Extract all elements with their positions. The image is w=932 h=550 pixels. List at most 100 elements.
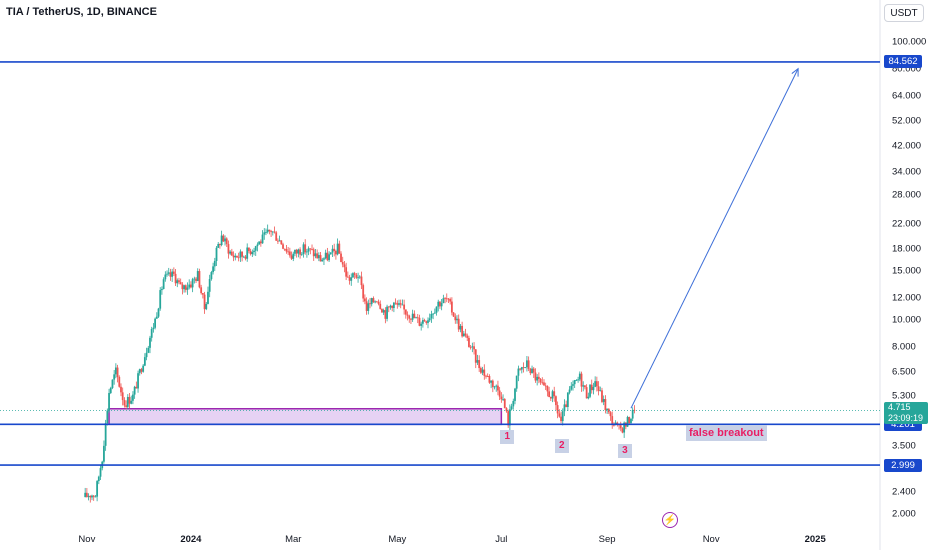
- countdown-timer: 23:09:19: [888, 413, 924, 423]
- candle: [97, 475, 100, 485]
- candle: [508, 404, 511, 431]
- candle: [502, 394, 504, 401]
- candle: [483, 364, 486, 380]
- candle: [348, 274, 351, 285]
- candle: [500, 392, 503, 403]
- time-tick-label: May: [388, 534, 407, 545]
- candle: [111, 379, 114, 390]
- candle: [283, 248, 286, 252]
- candle: [367, 299, 370, 315]
- candle: [294, 249, 296, 257]
- candle: [114, 363, 117, 379]
- candle: [171, 268, 174, 282]
- candle: [96, 480, 99, 502]
- candle: [249, 248, 252, 256]
- candle: [381, 308, 383, 313]
- price-tick-label: 42.000: [892, 140, 922, 152]
- candle: [196, 268, 199, 282]
- candle: [200, 284, 203, 295]
- candle: [558, 409, 561, 418]
- lightning-icon[interactable]: ⚡: [662, 512, 678, 528]
- candle: [432, 313, 435, 320]
- candle: [585, 384, 588, 399]
- price-tick-label: 5.300: [892, 390, 916, 402]
- candle: [352, 272, 354, 278]
- candle: [248, 247, 250, 254]
- candle: [548, 386, 551, 398]
- candle: [401, 299, 404, 306]
- candle: [423, 318, 426, 322]
- candle: [302, 242, 305, 258]
- candle: [561, 408, 564, 426]
- candle: [577, 376, 580, 383]
- candle: [270, 229, 272, 238]
- candle: [398, 299, 400, 307]
- candle: [427, 317, 429, 329]
- candle: [495, 384, 498, 392]
- symbol-title[interactable]: TIA / TetherUS, 1D, BINANCE: [6, 6, 157, 18]
- candle: [435, 306, 438, 316]
- candle: [193, 276, 196, 284]
- candle: [181, 282, 184, 295]
- candle: [150, 326, 153, 342]
- candle: [621, 427, 624, 434]
- candle: [287, 246, 290, 255]
- candle: [469, 345, 472, 350]
- support-zone-rect[interactable]: [108, 408, 503, 426]
- candle: [282, 242, 284, 250]
- candle: [138, 368, 141, 376]
- candle: [191, 277, 194, 293]
- wave-count-label[interactable]: 1: [500, 430, 515, 445]
- candle: [263, 228, 266, 240]
- price-tick-label: 100.000: [892, 36, 927, 48]
- candle: [456, 315, 458, 324]
- candle: [491, 379, 494, 393]
- candle: [157, 307, 160, 319]
- candle: [474, 348, 477, 369]
- candle: [532, 366, 535, 378]
- candle: [125, 400, 128, 410]
- candle: [220, 230, 223, 247]
- candle: [377, 299, 380, 306]
- candle: [464, 328, 467, 338]
- candle: [602, 395, 605, 406]
- candle: [324, 249, 327, 260]
- candle: [609, 411, 612, 421]
- candle: [273, 226, 276, 234]
- price-tick-label: 34.000: [892, 166, 922, 178]
- candle: [421, 317, 424, 328]
- candle: [479, 366, 482, 375]
- candle: [217, 242, 220, 249]
- price-tick-label: 22.000: [892, 218, 922, 230]
- candle: [336, 238, 339, 256]
- candle: [413, 310, 416, 319]
- currency-button[interactable]: USDT: [884, 4, 924, 22]
- candle: [186, 282, 189, 295]
- candle: [304, 239, 307, 255]
- candle: [437, 299, 440, 312]
- candle: [229, 250, 232, 256]
- candle: [529, 367, 532, 376]
- time-tick-label: 2025: [804, 534, 826, 545]
- candle: [611, 411, 614, 429]
- price-tick-label: 2.000: [892, 508, 916, 520]
- candle: [162, 277, 165, 290]
- wave-count-label[interactable]: 2: [555, 439, 569, 454]
- candle: [152, 323, 155, 333]
- candle: [135, 381, 138, 389]
- price-tick-label: 52.000: [892, 115, 922, 127]
- candle: [256, 242, 259, 252]
- projection-arrow-line[interactable]: [630, 68, 799, 409]
- candle: [582, 381, 585, 392]
- candle: [333, 243, 336, 257]
- candle: [321, 257, 324, 262]
- current-price-label: 4.715 23:09:19: [884, 402, 928, 424]
- candle: [507, 409, 510, 428]
- candle: [295, 248, 298, 258]
- candle: [488, 374, 491, 384]
- candle: [254, 245, 257, 256]
- false-breakout-label[interactable]: false breakout: [686, 425, 767, 441]
- candle: [219, 243, 221, 249]
- wave-count-label[interactable]: 3: [618, 444, 632, 459]
